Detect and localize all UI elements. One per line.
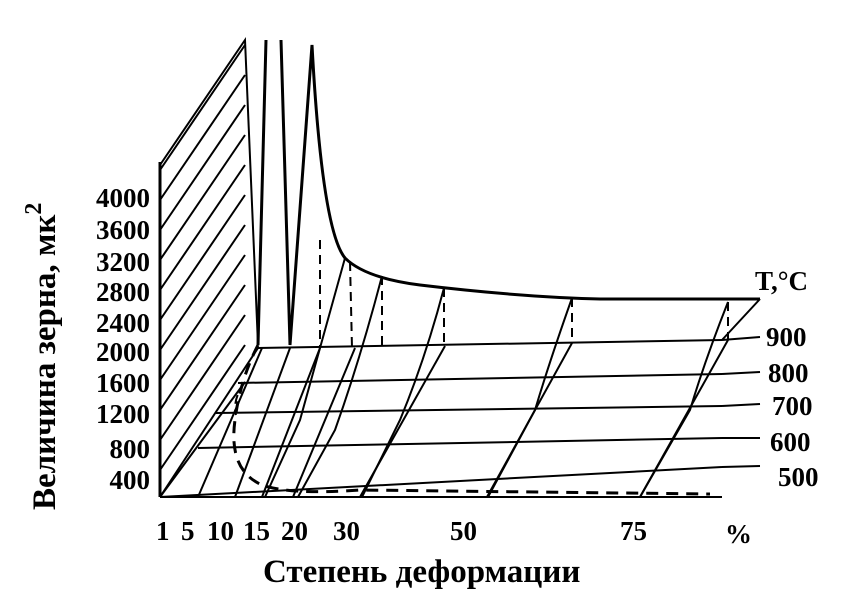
x-unit-label: % xyxy=(725,519,752,549)
plot-labels: Величина зерна, мк2 Степень деформации %… xyxy=(21,183,819,590)
temperature-axis-title: T,°C xyxy=(755,266,808,296)
wall-grid-line xyxy=(159,344,246,471)
deformation-grid-line xyxy=(292,347,356,498)
surface-profile-line xyxy=(297,275,383,498)
surface-profile-line xyxy=(361,287,445,498)
plot-lines xyxy=(158,36,761,498)
temperature-label: 600 xyxy=(770,427,811,457)
temperature-grid-line xyxy=(159,466,723,498)
temperature-label: 900 xyxy=(766,322,807,352)
wall-grid-line xyxy=(159,74,246,201)
temperature-label: 700 xyxy=(772,391,813,421)
back-wall-edge xyxy=(159,381,246,498)
deformation-grid-line xyxy=(234,347,291,498)
deformation-grid-line xyxy=(197,347,263,498)
x-tick-label: 10 xyxy=(207,516,234,546)
boundary-fragment xyxy=(234,381,246,416)
y-tick-label: 2400 xyxy=(96,308,150,338)
y-tick-label: 400 xyxy=(110,465,151,495)
temperature-leader-line xyxy=(721,465,761,468)
deformation-grid-line xyxy=(261,347,321,498)
temperature-grid-line xyxy=(257,339,723,349)
temperature-label: 800 xyxy=(768,358,809,388)
temperature-grid-line xyxy=(237,373,723,384)
x-tick-label: 20 xyxy=(281,516,308,546)
y-tick-label: 2800 xyxy=(96,277,150,307)
y-tick-label: 2000 xyxy=(96,337,150,367)
x-tick-label: 30 xyxy=(333,516,360,546)
surface-profile-line xyxy=(487,297,573,498)
y-tick-label: 1200 xyxy=(96,399,150,429)
y-tick-label: 1600 xyxy=(96,368,150,398)
projection-line xyxy=(349,261,353,349)
y-tick-label: 800 xyxy=(110,434,151,464)
y-tick-label: 4000 xyxy=(96,183,150,213)
x-tick-label: 5 xyxy=(181,516,195,546)
surface-curve-900 xyxy=(256,39,760,346)
wall-grid-line xyxy=(159,134,246,261)
deformation-grid-line xyxy=(159,347,259,498)
y-axis-title: Величина зерна, мк2 xyxy=(21,203,63,510)
wall-grid-line xyxy=(159,164,246,291)
temperature-grid-line xyxy=(197,437,723,449)
y-tick-label: 3600 xyxy=(96,215,150,245)
x-tick-label: 50 xyxy=(450,516,477,546)
surface-profile-line xyxy=(264,257,346,498)
wall-grid-line xyxy=(159,254,246,381)
temperature-leader-line xyxy=(721,403,761,407)
x-tick-label: 75 xyxy=(620,516,647,546)
x-axis-title: Степень деформации xyxy=(263,554,580,590)
x-tick-label: 1 xyxy=(156,516,170,546)
wall-grid-line xyxy=(159,44,246,171)
temperature-grid-line xyxy=(215,405,723,414)
surface-profile-line xyxy=(639,301,729,498)
x-tick-label: 15 xyxy=(243,516,270,546)
wall-grid-line xyxy=(159,104,246,231)
y-tick-label: 3200 xyxy=(96,247,150,277)
wall-grid-line xyxy=(159,284,246,411)
temperature-leader-line xyxy=(721,371,761,375)
temperature-label: 500 xyxy=(778,462,819,492)
back-wall-top-edge xyxy=(159,36,259,346)
wall-grid-line xyxy=(159,194,246,321)
wall-grid-line xyxy=(159,224,246,351)
wall-grid-line xyxy=(159,314,246,441)
